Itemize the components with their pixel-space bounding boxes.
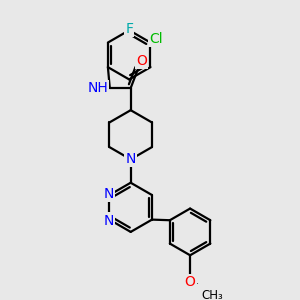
Text: O: O: [185, 274, 196, 289]
Text: N: N: [103, 214, 114, 228]
Text: Cl: Cl: [149, 32, 163, 46]
Text: N: N: [103, 187, 114, 201]
Text: CH₃: CH₃: [201, 289, 223, 300]
Text: O: O: [136, 54, 147, 68]
Text: F: F: [125, 22, 133, 36]
Text: NH: NH: [87, 81, 108, 95]
Text: N: N: [125, 152, 136, 167]
